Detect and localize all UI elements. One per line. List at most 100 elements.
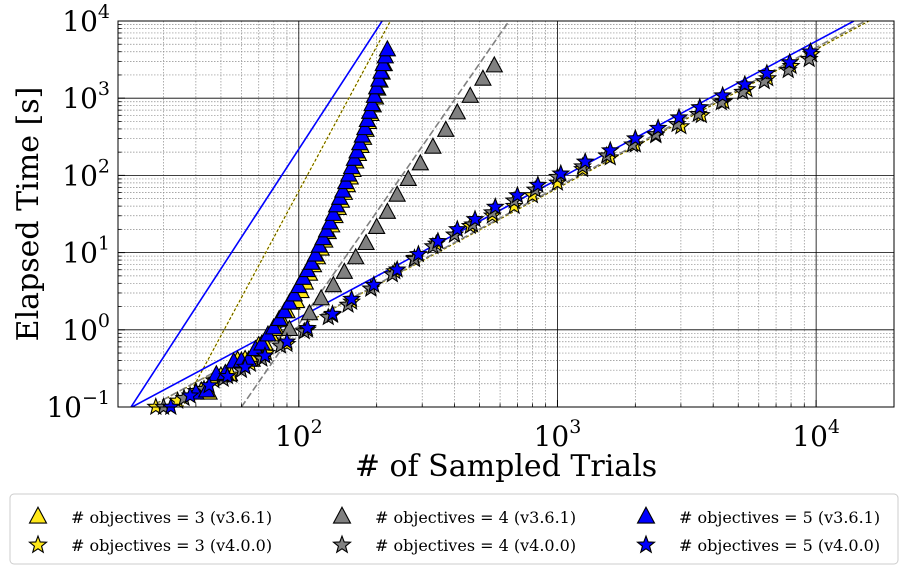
data-point	[669, 107, 689, 126]
fit-line-outline	[182, 21, 391, 407]
legend-label: # objectives = 4 (v4.0.0)	[375, 536, 576, 555]
data-point	[735, 74, 755, 93]
data-point	[551, 163, 571, 182]
data-point	[217, 366, 237, 385]
data-point	[335, 262, 354, 279]
data-point	[302, 253, 321, 270]
data-point	[363, 94, 382, 112]
data-point	[275, 301, 294, 319]
data-point	[408, 244, 428, 263]
data-point	[436, 120, 455, 137]
data-point	[507, 185, 527, 204]
legend-marker	[332, 506, 352, 524]
x-tick-label: 104	[792, 416, 840, 453]
legend-marker	[28, 534, 48, 554]
data-point	[306, 245, 325, 262]
data-point	[161, 397, 181, 416]
y-tick-labels: 10−1 100 101 102 103 104	[46, 1, 110, 424]
series-points	[192, 54, 394, 400]
data-point	[648, 118, 668, 137]
legend: # objectives = 3 (v3.6.1) # objectives = …	[9, 493, 899, 565]
data-point	[357, 233, 375, 251]
legend-marker	[332, 534, 352, 554]
data-point	[255, 345, 275, 364]
data-point	[378, 202, 397, 219]
legend-frame	[9, 493, 899, 565]
data-point	[465, 209, 485, 228]
legend-marker	[28, 506, 48, 524]
data-point	[285, 284, 304, 302]
data-point	[355, 118, 374, 136]
data-point	[461, 86, 480, 103]
data-point	[485, 55, 504, 73]
x-tick-labels: 102 103 104	[275, 416, 840, 453]
legend-label: # objectives = 4 (v3.6.1)	[375, 508, 576, 527]
data-point	[346, 247, 365, 265]
fit-line	[240, 21, 510, 407]
data-point	[324, 275, 343, 293]
data-point	[180, 385, 200, 404]
data-point	[280, 293, 299, 310]
y-axis-title: Elapsed Time [s]	[11, 87, 46, 342]
data-point	[474, 69, 492, 86]
legend-marker	[636, 506, 656, 524]
data-point	[367, 217, 386, 234]
x-axis-title: # of Sampled Trials	[355, 449, 657, 484]
legend-label: # objectives = 3 (v3.6.1)	[71, 508, 272, 527]
data-point	[333, 181, 352, 198]
data-point	[388, 185, 407, 202]
data-point	[364, 275, 384, 294]
data-point	[547, 172, 567, 191]
data-point	[387, 259, 407, 278]
data-point	[342, 289, 362, 308]
data-point	[297, 318, 317, 337]
data-point	[528, 175, 548, 194]
y-tick-label: 100	[62, 310, 110, 347]
data-point	[342, 157, 361, 175]
data-point	[264, 317, 283, 335]
data-point	[575, 151, 595, 170]
legend-marker	[636, 534, 656, 554]
data-point	[780, 52, 800, 71]
data-point	[358, 110, 377, 128]
y-tick-label: 104	[62, 1, 110, 38]
fit-line	[130, 21, 855, 407]
data-point	[757, 63, 777, 82]
data-point	[399, 169, 418, 186]
data-point	[428, 231, 448, 250]
data-point	[424, 137, 442, 154]
y-tick-label: 102	[62, 155, 110, 192]
data-point	[504, 196, 524, 215]
y-tick-label: 103	[62, 78, 110, 115]
data-point	[411, 153, 430, 171]
data-point	[321, 212, 339, 230]
y-tick-label: 101	[62, 233, 110, 270]
data-points	[146, 39, 822, 416]
data-point	[252, 333, 271, 351]
legend-label: # objectives = 5 (v3.6.1)	[679, 508, 880, 527]
data-point	[312, 288, 331, 306]
data-point	[447, 219, 467, 238]
data-point	[277, 331, 297, 350]
data-point	[365, 86, 384, 103]
data-point	[235, 356, 255, 376]
fit-line	[130, 21, 383, 407]
series-points	[186, 39, 397, 400]
x-tick-label: 102	[275, 416, 323, 453]
data-point	[485, 196, 505, 216]
y-tick-label: 10−1	[46, 387, 110, 424]
x-tick-label: 103	[534, 416, 582, 453]
data-point	[690, 97, 710, 116]
data-point	[289, 276, 308, 294]
data-point	[600, 140, 620, 159]
data-point	[280, 319, 299, 337]
data-point	[625, 128, 645, 147]
data-point	[713, 85, 733, 104]
plot-frame	[117, 20, 895, 408]
legend-label: # objectives = 3 (v4.0.0)	[71, 536, 272, 555]
axis-ticks	[117, 20, 895, 408]
data-point	[324, 204, 343, 221]
data-point	[323, 304, 342, 323]
data-point	[448, 102, 467, 120]
